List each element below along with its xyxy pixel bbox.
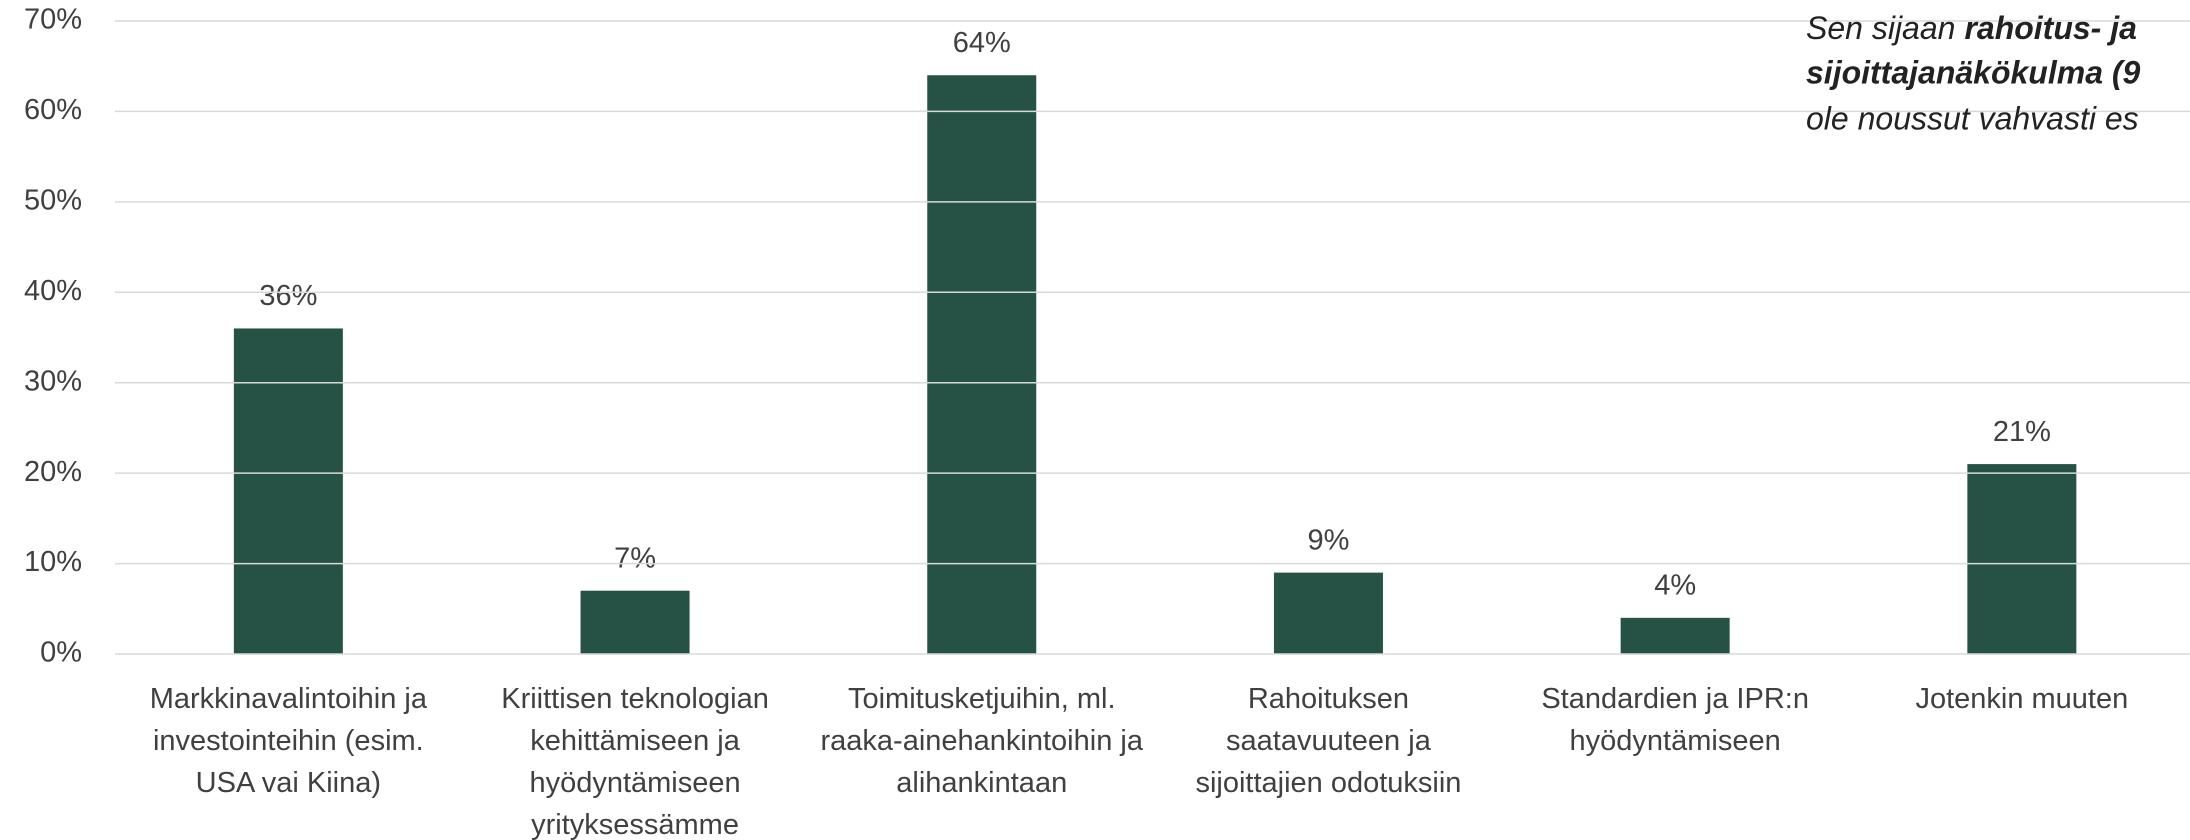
annotation-text: Sen sijaan bbox=[1806, 10, 1955, 46]
annotation-line: Sen sijaan rahoitus- ja bbox=[1806, 10, 2137, 46]
x-tick-label: Rahoituksen saatavuuteen ja sijoittajien… bbox=[1195, 683, 1462, 799]
bar bbox=[1273, 572, 1383, 654]
data-label: 9% bbox=[1307, 524, 1349, 556]
annotation-text: rahoitus- ja bbox=[1964, 10, 2136, 46]
x-tick-label: Markkinavalintoihin ja investointeihin (… bbox=[149, 683, 427, 799]
data-label: 4% bbox=[1654, 569, 1696, 601]
x-tick-label: Jotenkin muuten bbox=[1915, 683, 2129, 715]
y-tick-label: 40% bbox=[24, 275, 82, 307]
x-tick-label: Jotenkin muuten bbox=[1915, 683, 2129, 715]
x-tick-label: Toimitusketjuihin, ml. raaka-ainehankint… bbox=[820, 683, 1143, 799]
x-tick-label: Toimitusketjuihin, ml. raaka-ainehankint… bbox=[820, 683, 1143, 799]
y-tick-label: 20% bbox=[24, 456, 82, 488]
y-tick-label: 0% bbox=[40, 637, 82, 669]
y-tick-label: 30% bbox=[24, 365, 82, 397]
y-tick-label: 50% bbox=[24, 185, 82, 217]
data-label: 64% bbox=[953, 27, 1011, 59]
annotation-line: sijoittajanäkökulma (9 bbox=[1806, 54, 2141, 90]
bar bbox=[1620, 617, 1730, 654]
annotation-line: ole noussut vahvasti es bbox=[1806, 100, 2139, 136]
y-tick-label: 10% bbox=[24, 546, 82, 578]
bar bbox=[927, 75, 1037, 654]
data-label: 36% bbox=[259, 280, 317, 312]
x-tick-label: Kriittisen teknologian kehittämiseen ja … bbox=[501, 683, 769, 840]
x-tick-label: Markkinavalintoihin ja investointeihin (… bbox=[149, 683, 427, 799]
bar bbox=[233, 328, 343, 654]
x-tick-label: Rahoituksen saatavuuteen ja sijoittajien… bbox=[1195, 683, 1462, 799]
bar bbox=[580, 590, 690, 654]
x-tick-label: Standardien ja IPR:n hyödyntämiseen bbox=[1541, 683, 1809, 757]
data-label: 21% bbox=[1993, 416, 2051, 448]
data-label: 7% bbox=[614, 542, 656, 574]
y-tick-label: 70% bbox=[24, 4, 82, 36]
bar bbox=[1967, 464, 2077, 654]
x-tick-label: Standardien ja IPR:n hyödyntämiseen bbox=[1541, 683, 1809, 757]
x-tick-label: Kriittisen teknologian kehittämiseen ja … bbox=[501, 683, 769, 840]
y-tick-label: 60% bbox=[24, 94, 82, 126]
